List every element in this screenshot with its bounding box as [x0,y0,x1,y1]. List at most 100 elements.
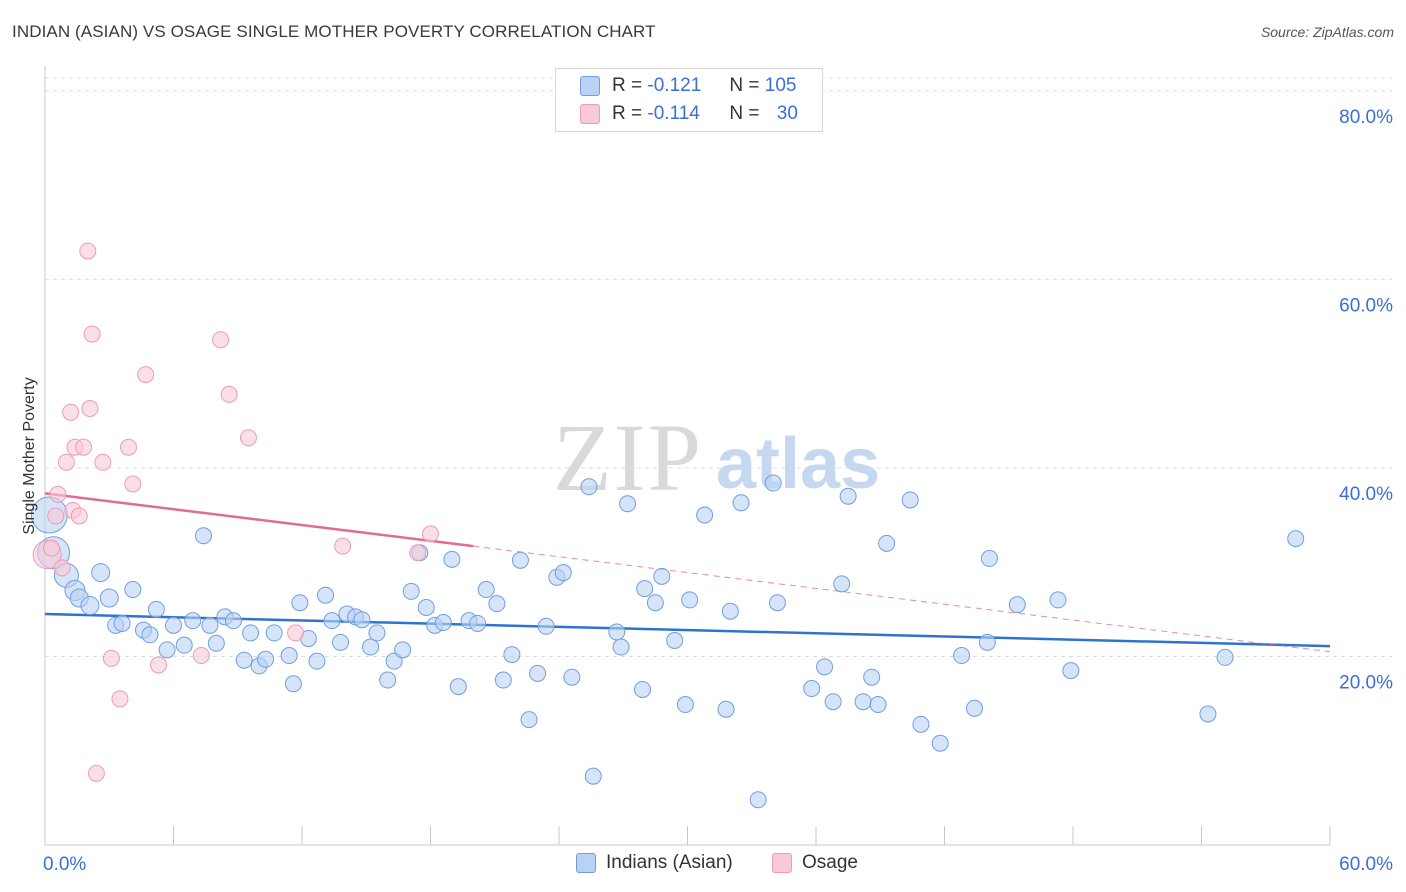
legend-r-label: R = [612,103,643,124]
legend-row-indians: R = -0.121 N = 105 [580,74,796,98]
data-point [554,564,572,582]
data-point [1049,591,1067,609]
data-point [469,614,487,632]
data-point [931,734,949,752]
data-point [124,475,142,493]
y-tick-label: 20.0% [1339,672,1393,693]
data-point [1199,705,1217,723]
data-point [353,611,371,629]
series-osage [32,242,439,782]
data-point [824,693,842,711]
data-point [563,668,581,686]
data-point [308,652,326,670]
bottom-legend-osage: Osage [772,852,858,874]
data-point [242,624,260,642]
data-point [83,325,101,343]
data-point [503,646,521,664]
data-point [1287,530,1305,548]
data-point [978,633,996,651]
legend-row-osage: R = -0.114 N = 30 [580,102,798,126]
legend-swatch-blue [580,76,600,96]
data-point [120,438,138,456]
data-point [1008,596,1026,614]
data-point [53,559,71,577]
data-point [323,612,341,630]
source-label: Source: ZipAtlas.com [1260,24,1394,40]
data-point [646,594,664,612]
legend-swatch-pink [580,104,600,124]
legend-swatch-blue [576,853,596,873]
data-point [696,506,714,524]
data-point [184,612,202,630]
data-point [529,664,547,682]
legend-series-name: Indians (Asian) [606,852,733,873]
data-point [1216,648,1234,666]
data-point [803,680,821,698]
legend-n-label: N = [729,103,760,124]
legend-n-label: N = [729,75,760,96]
watermark-zip: ZIP [553,404,703,511]
data-point [280,647,298,665]
data-point [81,400,99,418]
data-point [764,474,782,492]
data-point [47,507,65,525]
data-point [194,527,212,545]
data-point [362,638,380,656]
data-point [854,693,872,711]
legend-n-value: 30 [776,103,798,124]
data-point [291,594,309,612]
data-point [584,767,602,785]
data-point [580,478,598,496]
data-point [721,602,739,620]
legend-r-label: R = [612,75,643,96]
data-point [953,647,971,665]
data-point [57,453,75,471]
axes [44,66,1331,846]
data-point [385,652,403,670]
data-point [207,634,225,652]
data-point [79,242,97,260]
data-point [912,715,930,733]
data-point [158,641,176,659]
series-indians-asian [30,474,1305,809]
x-tick-label: 0.0% [43,854,86,875]
data-point [70,507,88,525]
data-point [636,580,654,598]
x-tick-label: 60.0% [1339,854,1393,875]
watermark: ZIP atlas [553,404,880,511]
data-point [317,586,335,604]
data-point [833,575,851,593]
data-point [141,626,159,644]
data-point [235,651,253,669]
data-point [768,594,786,612]
trend-line-osage [44,492,474,548]
chart-title: INDIAN (ASIAN) VS OSAGE SINGLE MOTHER PO… [12,22,656,41]
data-point [449,678,467,696]
data-point [1062,662,1080,680]
trend-line-indians [44,612,1331,648]
legend-n-value: 105 [764,75,797,96]
data-point [147,600,165,618]
tick-labels: 20.0% 40.0% 60.0% 80.0% 0.0% 60.0% [43,107,1393,875]
data-point [520,711,538,729]
data-point [62,403,80,421]
data-point [224,612,242,630]
data-point [511,551,529,569]
data-point [201,616,219,634]
y-tick-label: 60.0% [1339,295,1393,316]
data-point [477,581,495,599]
data-point [113,614,131,632]
bottom-legend-indians: Indians (Asian) [576,852,733,874]
data-point [99,588,119,608]
y-tick-label: 80.0% [1339,107,1393,128]
data-point [87,764,105,782]
data-point [75,438,93,456]
data-point [102,649,120,667]
data-point [165,616,182,634]
data-point [878,534,896,552]
y-tick-label: 40.0% [1339,484,1393,505]
data-point [676,696,694,714]
data-point [284,675,302,693]
data-point [137,366,155,384]
